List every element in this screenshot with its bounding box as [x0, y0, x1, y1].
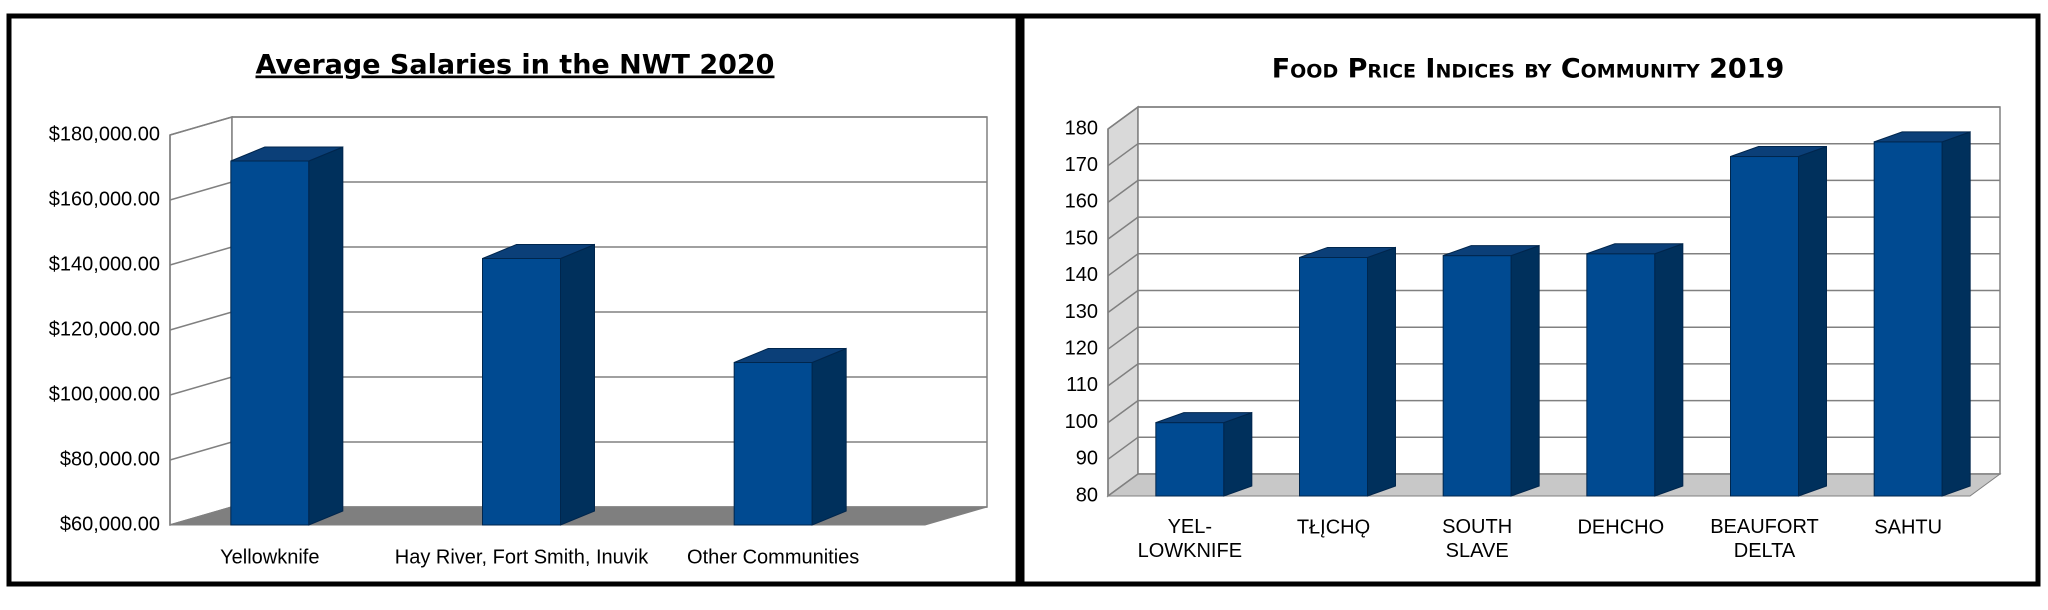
- grid-line-side: [1107, 399, 1139, 424]
- bar: [1586, 243, 1684, 497]
- bar-front: [1299, 256, 1368, 497]
- y-tick-label: $60,000.00: [60, 513, 160, 535]
- bar: [1442, 244, 1540, 497]
- bar-side: [1798, 145, 1827, 497]
- bar-front: [1873, 141, 1943, 497]
- bar-side: [308, 146, 344, 526]
- grid-line-side: [1107, 253, 1139, 277]
- y-tick-label: 110: [1066, 374, 1098, 396]
- grid-line-side: [1107, 363, 1139, 387]
- bar-front: [482, 258, 561, 526]
- bar-side: [560, 243, 595, 526]
- bar-side: [1223, 411, 1253, 497]
- bar-top: [1155, 412, 1253, 424]
- bar-side: [1941, 131, 1971, 497]
- grid-line-side: [1107, 106, 1139, 130]
- y-tick-label: $120,000.00: [49, 318, 160, 340]
- bar-top: [1873, 131, 1971, 143]
- y-tick-label: 130: [1065, 301, 1098, 323]
- grid-line-side: [169, 441, 233, 461]
- grid-line-side: [169, 246, 233, 266]
- bar-front: [733, 362, 813, 526]
- bar-top: [1730, 146, 1827, 158]
- y-tick-label: 150: [1065, 227, 1098, 249]
- y-tick-label: 80: [1076, 484, 1098, 506]
- x-tick-label: Yellowknife: [220, 546, 319, 568]
- bar: [1299, 246, 1396, 497]
- bar-top: [230, 146, 344, 162]
- grid-line-side: [169, 311, 233, 331]
- bar-top: [482, 244, 595, 259]
- bar: [1730, 145, 1827, 497]
- grid-line-side: [1107, 179, 1139, 204]
- y-tick-label: $140,000.00: [49, 253, 160, 275]
- bar-top: [733, 348, 847, 363]
- y-tick-label: $160,000.00: [49, 188, 160, 210]
- y-tick-label: 170: [1065, 154, 1098, 176]
- x-tick-label: Hay River, Fort Smith, Inuvik: [395, 546, 649, 568]
- bar: [1155, 411, 1253, 497]
- bar-front: [1586, 253, 1656, 497]
- y-tick-label: $180,000.00: [49, 123, 160, 145]
- grid-line-side: [169, 116, 233, 136]
- bar: [230, 146, 344, 526]
- y-tick-label: $100,000.00: [49, 383, 160, 405]
- chart-title: Average Salaries in the NWT 2020: [256, 50, 775, 81]
- grid-line-side: [169, 506, 233, 526]
- bar-side: [1367, 246, 1396, 497]
- x-tick-label: TŁĮCHǪ: [1297, 516, 1370, 538]
- x-tick-label: DEHCHO: [1577, 516, 1664, 538]
- y-tick-label: 90: [1076, 448, 1098, 470]
- bar-top: [1442, 245, 1540, 257]
- y-tick-label: 120: [1065, 337, 1098, 359]
- y-tick-label: 140: [1065, 264, 1098, 286]
- bar-front: [1730, 156, 1799, 497]
- y-tick-label: 160: [1065, 191, 1098, 213]
- bar-side: [811, 347, 847, 526]
- x-tick-label: BEAUFORT DELTA: [1710, 516, 1819, 562]
- bar: [482, 243, 595, 526]
- x-tick-label: YEL-LOWKNIFE: [1138, 516, 1242, 562]
- bar-side: [1654, 243, 1684, 497]
- x-tick-label: SAHTU: [1874, 516, 1942, 538]
- bar-front: [1442, 255, 1512, 497]
- bar: [733, 347, 847, 526]
- grid-line-side: [169, 181, 233, 201]
- bar-front: [230, 160, 310, 526]
- x-tick-label: SOUTH SLAVE: [1442, 516, 1512, 562]
- grid-line-side: [1107, 289, 1139, 314]
- bar-top: [1586, 243, 1684, 255]
- y-tick-label: 180: [1065, 117, 1098, 139]
- x-tick-label: Other Communities: [687, 546, 859, 568]
- y-tick-label: 100: [1065, 411, 1098, 433]
- bar-side: [1510, 244, 1540, 497]
- grid-line-side: [1107, 216, 1139, 240]
- bar-front: [1155, 422, 1225, 497]
- bar-top: [1299, 246, 1396, 258]
- grid-line-side: [1107, 436, 1139, 460]
- grid-line-side: [1107, 473, 1139, 497]
- grid-line-side: [1107, 326, 1139, 350]
- y-tick-label: $80,000.00: [60, 448, 160, 470]
- bar: [1873, 131, 1971, 497]
- grid-line-side: [169, 376, 233, 396]
- grid-line-side: [1107, 143, 1139, 167]
- chart-title: Food Price Indices by Community 2019: [1272, 54, 1785, 85]
